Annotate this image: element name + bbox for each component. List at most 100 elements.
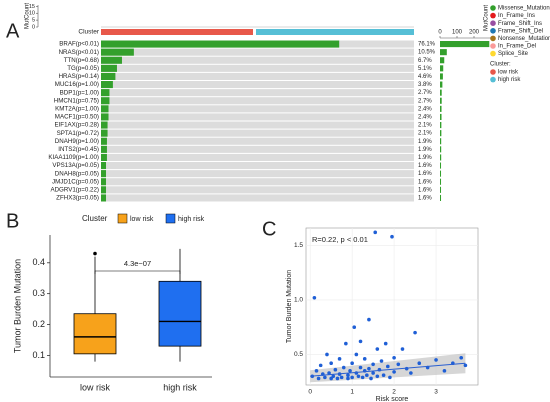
- point: [318, 363, 323, 368]
- gene-label: BRAF(p<0.01): [59, 41, 99, 48]
- point: [329, 361, 333, 365]
- percent-label: 6.7%: [418, 58, 432, 64]
- point: [463, 363, 468, 368]
- gene-label: SPTA1(p=0.72): [57, 130, 99, 137]
- count-bar: [440, 138, 442, 145]
- tick-label: 0: [438, 30, 442, 36]
- point: [331, 374, 336, 379]
- panel-label: C: [262, 218, 276, 240]
- point: [360, 375, 365, 380]
- point: [362, 357, 367, 361]
- gene-label: NRAS(p<0.01): [59, 49, 99, 56]
- x-tick-label: 1: [350, 389, 354, 396]
- mutation-fraction: [101, 56, 122, 64]
- mutation-fraction: [101, 137, 107, 145]
- percent-label: 1.9%: [418, 139, 432, 145]
- row-background: [101, 97, 414, 105]
- row-background: [101, 121, 414, 129]
- panel-label: B: [6, 210, 19, 232]
- gene-label: EIF1AX(p=0.28): [54, 122, 99, 129]
- mutation-fraction: [101, 194, 107, 202]
- row-background: [101, 113, 414, 121]
- percent-label: 2.7%: [418, 90, 432, 96]
- box: [158, 280, 202, 347]
- mutation-fraction: [101, 121, 108, 129]
- axis-label: MutCount: [25, 3, 31, 29]
- count-bar: [440, 186, 442, 193]
- tick-label: 10: [29, 11, 35, 17]
- mutation-fraction: [101, 113, 109, 121]
- row-background: [101, 186, 414, 194]
- legend-swatch: [490, 5, 496, 11]
- legend-title: Cluster: [82, 214, 108, 223]
- axis-label: Tumor Burden Mutation: [286, 270, 293, 343]
- mutation-fraction: [101, 178, 107, 186]
- point: [312, 295, 317, 300]
- gene-label: ADGRV1(p=0.22): [50, 186, 99, 193]
- mutation-fraction: [101, 186, 107, 194]
- x-tick-label: 2: [392, 389, 396, 396]
- count-bar: [440, 178, 442, 185]
- point: [339, 375, 344, 380]
- point: [314, 369, 319, 373]
- point: [358, 339, 363, 344]
- annotation: R=0.22, p < 0.01: [312, 235, 368, 244]
- percent-label: 1.6%: [418, 171, 432, 177]
- mutation-fraction: [101, 81, 113, 89]
- count-bar: [440, 113, 442, 120]
- legend-swatch: [490, 35, 496, 42]
- gene-label: HRAS(p=0.14): [59, 73, 99, 80]
- percent-label: 4.6%: [418, 74, 432, 80]
- gene-label: MUC16(p=1.00): [55, 81, 99, 88]
- x-tick-label: high risk: [163, 382, 197, 392]
- legend-swatch: [490, 12, 496, 19]
- percent-label: 76.1%: [418, 42, 436, 48]
- mutation-fraction: [101, 72, 116, 80]
- count-bar: [440, 194, 442, 201]
- y-tick-label: 0.5: [294, 351, 303, 358]
- mutation-fraction: [101, 162, 107, 170]
- axis-label: MutCount: [484, 5, 490, 31]
- gene-label: DNAH8(p=0.05): [55, 170, 99, 177]
- point: [350, 375, 354, 380]
- gene-label: JMJD1C(p=0.05): [52, 178, 99, 185]
- count-bar: [440, 162, 442, 169]
- point: [381, 373, 386, 377]
- legend-swatch: [490, 50, 496, 57]
- tick-label: 200: [469, 30, 480, 36]
- y-tick-label: 0.2: [32, 319, 45, 329]
- row-background: [101, 170, 414, 178]
- mutation-fraction: [101, 97, 110, 105]
- row-background: [101, 72, 414, 80]
- percent-label: 1.6%: [418, 179, 432, 185]
- legend-label: In_Frame_Ins: [498, 13, 535, 19]
- x-tick-label: 0: [308, 389, 312, 396]
- gene-label: KMT2A(p=1.00): [55, 105, 99, 112]
- y-tick-label: 1.5: [294, 242, 303, 249]
- mutation-fraction: [101, 129, 108, 137]
- percent-label: 1.6%: [418, 196, 432, 202]
- legend-label: Splice_Site: [498, 51, 529, 57]
- legend-swatch: [117, 213, 128, 224]
- row-background: [101, 129, 414, 137]
- legend-swatch: [490, 20, 496, 27]
- point: [335, 376, 340, 381]
- row-background: [101, 194, 414, 202]
- percent-label: 2.1%: [418, 123, 432, 129]
- x-tick-label: 3: [434, 389, 438, 396]
- row-background: [101, 56, 414, 64]
- percent-label: 5.1%: [418, 66, 432, 72]
- tick-label: 0: [32, 24, 35, 30]
- row-background: [101, 145, 414, 153]
- count-bar: [440, 81, 443, 88]
- point: [367, 366, 371, 371]
- legend-swatch: [490, 28, 496, 34]
- percent-label: 1.6%: [418, 187, 432, 193]
- legend-swatch: [490, 43, 496, 49]
- count-bar: [440, 105, 442, 112]
- row-background: [101, 178, 414, 186]
- percent-label: 2.4%: [418, 115, 432, 121]
- point: [350, 361, 354, 365]
- point: [386, 364, 390, 369]
- point: [346, 376, 350, 381]
